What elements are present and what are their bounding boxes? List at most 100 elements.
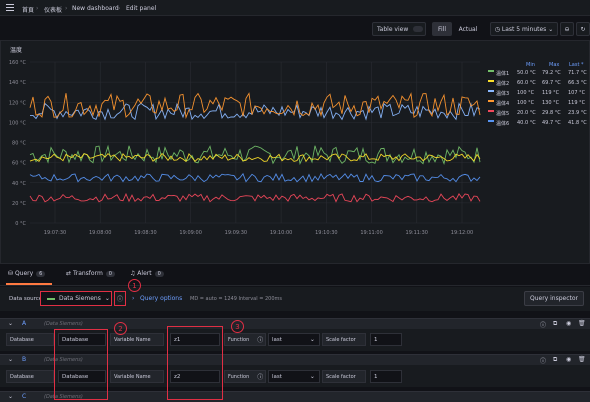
legend-min-value: 20.0 °C: [517, 110, 536, 116]
chevron-down-icon: ⌄: [104, 295, 110, 302]
top-bar: [0, 0, 590, 16]
legend-max-value: 79.2 °C: [542, 70, 561, 76]
zoom-out-button[interactable]: ⊖: [560, 22, 574, 36]
series-line: [29, 92, 481, 120]
scale-factor-label: Scale factor: [322, 333, 366, 346]
legend-last-value: 71.7 °C: [568, 70, 587, 76]
actual-button[interactable]: Actual: [454, 22, 482, 36]
query-row-header-b[interactable]: ⌄ B (Data Siemens) ⓘ ⧉ ◉ 🗑: [0, 354, 590, 365]
scale-factor-input[interactable]: 1: [370, 333, 402, 346]
chevron-down-icon: ⌄: [309, 373, 315, 380]
tab-alert-label: Alert: [137, 270, 152, 277]
legend-row[interactable]: 温体1 50.0 °C 79.2 °C 71.7 °C: [488, 70, 588, 80]
query-options-chevron-icon[interactable]: ›: [132, 295, 135, 302]
y-tick-label: 0 °C: [15, 221, 26, 227]
breadcrumb-separator: ›: [65, 5, 68, 12]
collapse-icon[interactable]: ⌄: [8, 356, 14, 363]
legend-min-value: 50.0 °C: [517, 70, 536, 76]
variable-name-input[interactable]: z1: [170, 333, 220, 346]
series-line: [29, 192, 481, 203]
toggle-switch[interactable]: [413, 26, 423, 32]
table-view-toggle[interactable]: Table view: [372, 22, 426, 36]
legend-series-name: 温体2: [496, 81, 510, 87]
legend-series-name: 温体5: [496, 111, 510, 117]
variable-name-label: Variable Name: [110, 370, 164, 383]
collapse-icon[interactable]: ⌄: [8, 320, 14, 327]
legend-row[interactable]: 温体5 20.0 °C 29.8 °C 23.9 °C: [488, 110, 588, 120]
function-label: Function ⓘ: [224, 333, 266, 346]
legend-series-name: 温体1: [496, 71, 510, 77]
help-icon[interactable]: ⓘ: [540, 322, 547, 329]
time-range-picker[interactable]: ◷ Last 5 minutes ⌄: [490, 22, 558, 36]
query-row-header-c[interactable]: ⌄ C (Data Siemens): [0, 391, 590, 402]
legend-header-max: Max: [549, 62, 560, 68]
annotation-marker-1: 1: [128, 279, 141, 292]
collapse-icon[interactable]: ⌄: [8, 393, 14, 400]
legend-row[interactable]: 温体3 100 °C 119 °C 107 °C: [488, 90, 588, 100]
annotation-box-2: [54, 329, 108, 400]
variable-name-label: Variable Name: [110, 333, 164, 346]
active-tab-indicator: [6, 283, 52, 285]
function-select-value: last: [272, 336, 282, 343]
function-select-value: last: [272, 373, 282, 380]
series-line: [29, 172, 481, 183]
delete-icon[interactable]: 🗑: [578, 320, 586, 327]
legend-row[interactable]: 温体2 60.0 °C 69.7 °C 66.3 °C: [488, 80, 588, 90]
data-source-label: Data source: [9, 296, 43, 302]
function-label-text: Function: [228, 336, 250, 343]
query-options-meta: MD = auto = 1249 Interval = 200ms: [190, 296, 283, 302]
breadcrumb-dashboards[interactable]: 仪表板: [44, 7, 63, 14]
refresh-button[interactable]: ↻: [576, 22, 590, 36]
y-tick-label: 20 °C: [12, 201, 26, 207]
legend-row[interactable]: 温体6 40.0 °C 49.7 °C 41.8 °C: [488, 120, 588, 130]
hide-icon[interactable]: ◉: [566, 320, 572, 327]
variable-name-input[interactable]: z2: [170, 370, 220, 383]
help-icon[interactable]: ⓘ: [540, 358, 547, 365]
function-select[interactable]: last ⌄: [268, 370, 320, 383]
zoom-out-icon: ⊖: [564, 25, 570, 33]
duplicate-icon[interactable]: ⧉: [553, 356, 558, 363]
database-input[interactable]: Database: [58, 333, 106, 346]
tab-alert[interactable]: ♫ Alert 0: [130, 270, 164, 277]
breadcrumb-home[interactable]: 首頁: [22, 7, 35, 14]
info-icon: ⓘ: [257, 337, 264, 344]
scale-factor-input[interactable]: 1: [370, 370, 402, 383]
hide-icon[interactable]: ◉: [566, 356, 572, 363]
legend-header-last: Last *: [569, 62, 584, 68]
legend-row[interactable]: 温体4 100 °C 130 °C 119 °C: [488, 100, 588, 110]
breadcrumb-dashboard[interactable]: New dashboard: [72, 5, 119, 12]
legend-min-value: 60.0 °C: [517, 80, 536, 86]
tab-query[interactable]: ⛁ Query 6: [8, 270, 46, 277]
menu-icon[interactable]: [6, 4, 14, 12]
query-inspector-button[interactable]: Query inspector: [524, 291, 584, 306]
annotation-marker-2: 2: [114, 322, 127, 335]
query-letter: C: [22, 393, 27, 400]
editor-tabs: [0, 266, 590, 286]
legend-max-value: 49.7 °C: [542, 120, 561, 126]
delete-icon[interactable]: 🗑: [578, 356, 586, 363]
x-tick-label: 19:09:00: [179, 230, 201, 236]
query-options-link[interactable]: Query options: [140, 295, 183, 302]
series-line: [29, 152, 481, 163]
data-source-help-button[interactable]: ⓘ: [114, 291, 126, 306]
x-tick-label: 19:10:00: [270, 230, 292, 236]
legend-last-value: 66.3 °C: [568, 80, 587, 86]
query-datasource-name: (Data Siemens): [44, 321, 83, 327]
x-tick-label: 19:11:30: [406, 230, 428, 236]
query-row-header-a[interactable]: ⌄ A (Data Siemens) ⓘ ⧉ ◉ 🗑: [0, 318, 590, 329]
y-tick-label: 40 °C: [12, 181, 26, 187]
database-icon: ⛁: [8, 270, 15, 277]
legend-swatch: [488, 100, 494, 102]
query-datasource-name: (Data Siemens): [44, 357, 83, 363]
database-input[interactable]: Database: [58, 370, 106, 383]
data-source-picker[interactable]: Data Siemens ⌄: [40, 291, 112, 306]
x-tick-label: 19:08:30: [134, 230, 156, 236]
duplicate-icon[interactable]: ⧉: [553, 320, 558, 327]
transform-icon: ⇄: [66, 270, 73, 277]
tab-transform[interactable]: ⇄ Transform 0: [66, 270, 115, 277]
query-letter: B: [22, 356, 27, 363]
fill-button[interactable]: Fill: [432, 22, 452, 36]
tab-query-label: Query: [14, 270, 34, 277]
function-select[interactable]: last ⌄: [268, 333, 320, 346]
legend-series-name: 温体4: [496, 101, 510, 107]
